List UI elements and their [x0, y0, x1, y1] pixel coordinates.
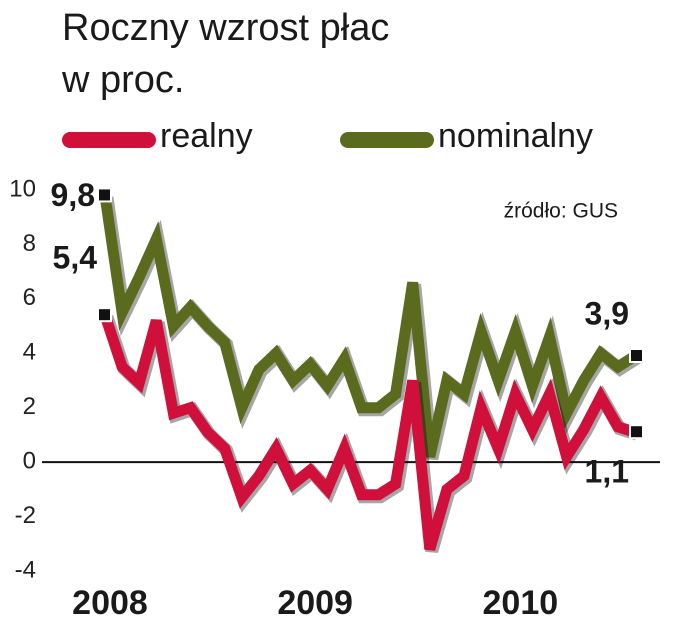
y-tick-label: 6 [23, 284, 36, 311]
series-line [99, 313, 637, 551]
y-tick-label: 0 [23, 447, 36, 474]
end-marker [97, 187, 112, 203]
y-tick-label: 4 [23, 339, 36, 366]
legend-label: nominalny [438, 117, 593, 155]
value-label: 1,1 [585, 454, 629, 490]
y-tick-label: 8 [23, 230, 36, 257]
y-tick-label: 2 [23, 393, 36, 420]
chart-title: Roczny wzrost płac [62, 7, 389, 49]
y-tick-label: -4 [15, 556, 36, 583]
x-tick-label: 2010 [483, 584, 559, 622]
source-note: źródło: GUS [504, 200, 618, 223]
x-tick-label: 2009 [277, 584, 353, 622]
value-label: 5,4 [53, 240, 98, 276]
legend-label: realny [160, 117, 253, 155]
y-tick-label: -2 [15, 502, 36, 529]
x-tick-label: 2008 [72, 584, 148, 622]
chart-subtitle: w proc. [61, 59, 184, 101]
end-marker [629, 348, 644, 364]
value-label: 9,8 [51, 177, 95, 213]
value-label: 3,9 [585, 295, 629, 331]
y-tick-label: 10 [9, 175, 36, 202]
series-line [99, 194, 638, 458]
end-marker [629, 424, 644, 440]
end-marker [97, 307, 112, 323]
